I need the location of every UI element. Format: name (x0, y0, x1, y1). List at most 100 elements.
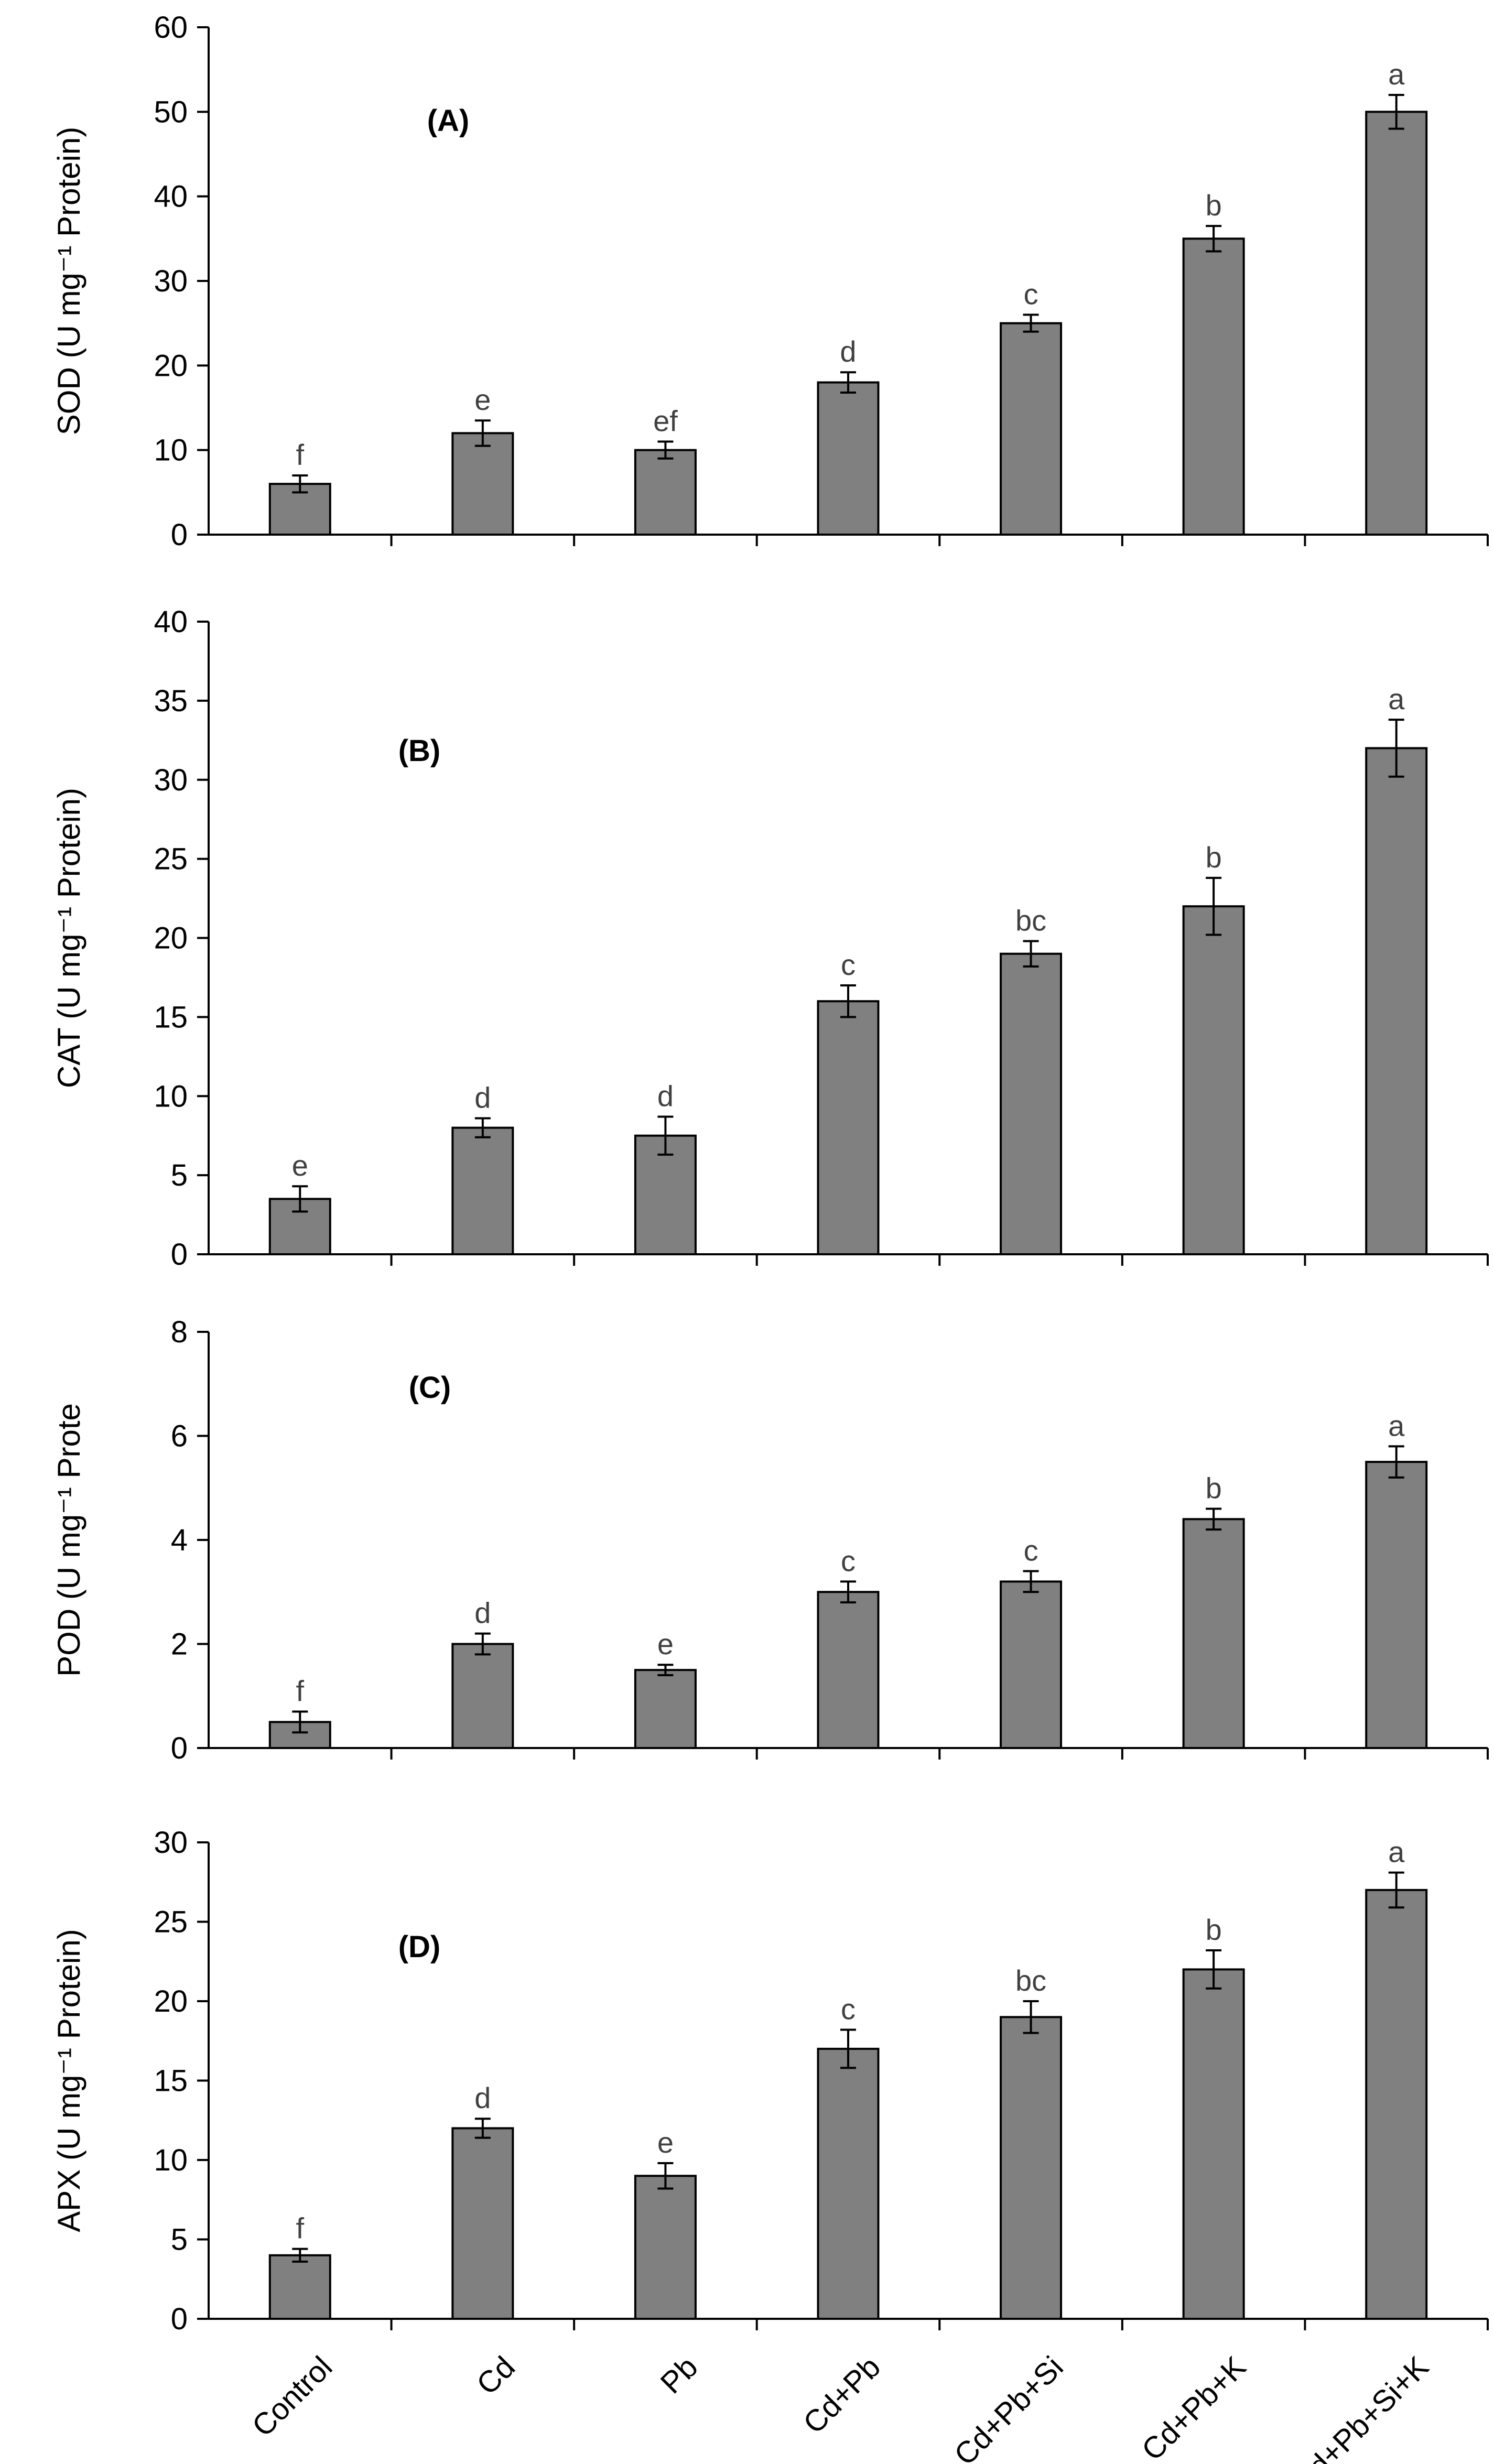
y-tick-label: 0 (171, 1238, 188, 1272)
x-category-label: Cd+Pb (797, 2350, 887, 2440)
y-tick-label: 20 (154, 349, 188, 383)
significance-letter: d (474, 1597, 491, 1630)
significance-letter: b (1206, 189, 1222, 222)
chart-panel-d: 0 5 10 15 20 25 30 APX (U mg⁻¹ Protein) (D) f d e c b… (51, 1826, 1489, 2336)
y-tick-label: 5 (171, 1158, 188, 1192)
significance-letter: a (1388, 1836, 1405, 1869)
y-tick-label: 10 (154, 1079, 188, 1113)
significance-letter: c (841, 948, 856, 981)
y-tick-label: 40 (154, 180, 188, 214)
x-category-label: Cd+Pb+Si (948, 2350, 1070, 2464)
y-tick-label: 10 (154, 433, 188, 468)
bar (817, 2047, 880, 2320)
y-tick-label: 25 (154, 1905, 188, 1939)
bar (817, 1591, 880, 1749)
bar (634, 2175, 697, 2320)
significance-letter: c (1024, 278, 1038, 311)
significance-letter: e (657, 2126, 674, 2159)
bar (451, 2127, 514, 2320)
significance-letter: bc (1015, 1964, 1046, 1997)
y-tick-label: 30 (154, 763, 188, 797)
y-tick-label: 10 (154, 2143, 188, 2177)
significance-letter: b (1206, 1471, 1222, 1504)
significance-letter: e (657, 1627, 674, 1660)
significance-letter: c (1024, 1534, 1038, 1567)
bar (1000, 952, 1063, 1256)
bar (1365, 111, 1428, 536)
y-axis-title: SOD (U mg⁻¹ Protein) (51, 127, 86, 435)
significance-letter: f (296, 1675, 305, 1708)
bar (451, 1126, 514, 1256)
x-category-label: Pb (654, 2350, 704, 2400)
bar (1182, 1968, 1245, 2320)
y-tick-label: 6 (171, 1419, 188, 1453)
significance-letter: f (296, 438, 305, 471)
bar (451, 432, 514, 536)
bar (634, 449, 697, 536)
significance-letter: c (841, 1544, 856, 1577)
significance-letter: f (296, 2212, 305, 2245)
bar (1365, 1888, 1428, 2320)
bar (268, 2254, 331, 2320)
y-tick-label: 15 (154, 2064, 188, 2098)
bar (268, 483, 331, 536)
y-tick-label: 30 (154, 264, 188, 298)
panel-label: (B) (398, 734, 441, 768)
bar (817, 381, 880, 536)
x-category-label: Cd (470, 2350, 522, 2401)
bar (1182, 905, 1245, 1255)
bar (1365, 1461, 1428, 1749)
panel-label: (D) (398, 1930, 441, 1964)
bar (1365, 747, 1428, 1255)
y-tick-label: 0 (171, 2302, 188, 2336)
chart-panel-a: 0 10 20 30 40 50 60 SOD (U mg⁻¹ Protein) (A) f e ef… (51, 10, 1489, 552)
bar (1000, 2016, 1063, 2320)
y-tick-label: 15 (154, 1000, 188, 1034)
significance-letter: ef (653, 405, 678, 438)
y-tick-label: 50 (154, 95, 188, 129)
significance-letter: d (474, 2081, 491, 2114)
x-category-labels: Control Cd Pb Cd+Pb Cd+Pb+Si Cd+Pb+K Cd+Pb+Si+… (245, 2350, 1435, 2464)
y-tick-label: 20 (154, 1984, 188, 2018)
y-axis-title: POD (U mg⁻¹ Prote (51, 1403, 86, 1677)
significance-letter: bc (1015, 904, 1046, 937)
significance-letter: e (292, 1149, 308, 1182)
bar (634, 1669, 697, 1749)
bar (1182, 1518, 1245, 1750)
y-tick-label: 8 (171, 1315, 188, 1349)
significance-letter: a (1388, 1409, 1405, 1442)
significance-letter: d (657, 1079, 674, 1112)
significance-letter: c (841, 1993, 856, 2026)
panel-label: (C) (409, 1371, 451, 1405)
y-axis-title: APX (U mg⁻¹ Protein) (51, 1929, 86, 2232)
y-tick-label: 35 (154, 684, 188, 718)
y-tick-label: 25 (154, 842, 188, 876)
y-tick-label: 2 (171, 1627, 188, 1662)
bar (1182, 237, 1245, 536)
significance-letter: d (840, 335, 856, 368)
x-category-label: Control (245, 2350, 339, 2443)
significance-letter: a (1388, 58, 1405, 91)
y-tick-label: 5 (171, 2223, 188, 2257)
significance-letter: d (474, 1081, 491, 1114)
significance-letter: e (474, 383, 491, 416)
y-tick-label: 0 (171, 518, 188, 552)
bar (451, 1643, 514, 1749)
x-category-label: Cd+Pb+K (1135, 2350, 1253, 2464)
x-category-label: Cd+Pb+Si+K (1286, 2350, 1435, 2464)
chart-panel-c: 0 2 4 6 8 POD (U mg⁻¹ Prote (C) f d e c c b a (51, 1315, 1489, 1765)
y-tick-label: 20 (154, 921, 188, 956)
y-tick-label: 60 (154, 10, 188, 45)
bar (1000, 322, 1063, 536)
chart-panel-b: 0 5 10 15 20 25 30 35 40 CAT (U mg⁻¹ Protein) (B) e… (51, 605, 1489, 1272)
bar (1000, 1580, 1063, 1749)
y-tick-label: 30 (154, 1826, 188, 1860)
y-tick-label: 4 (171, 1523, 188, 1557)
significance-letter: b (1206, 841, 1222, 874)
y-tick-label: 40 (154, 605, 188, 639)
bar (817, 1000, 880, 1255)
y-tick-label: 0 (171, 1731, 188, 1765)
y-axis-title: CAT (U mg⁻¹ Protein) (51, 788, 86, 1088)
significance-letter: a (1388, 682, 1405, 715)
